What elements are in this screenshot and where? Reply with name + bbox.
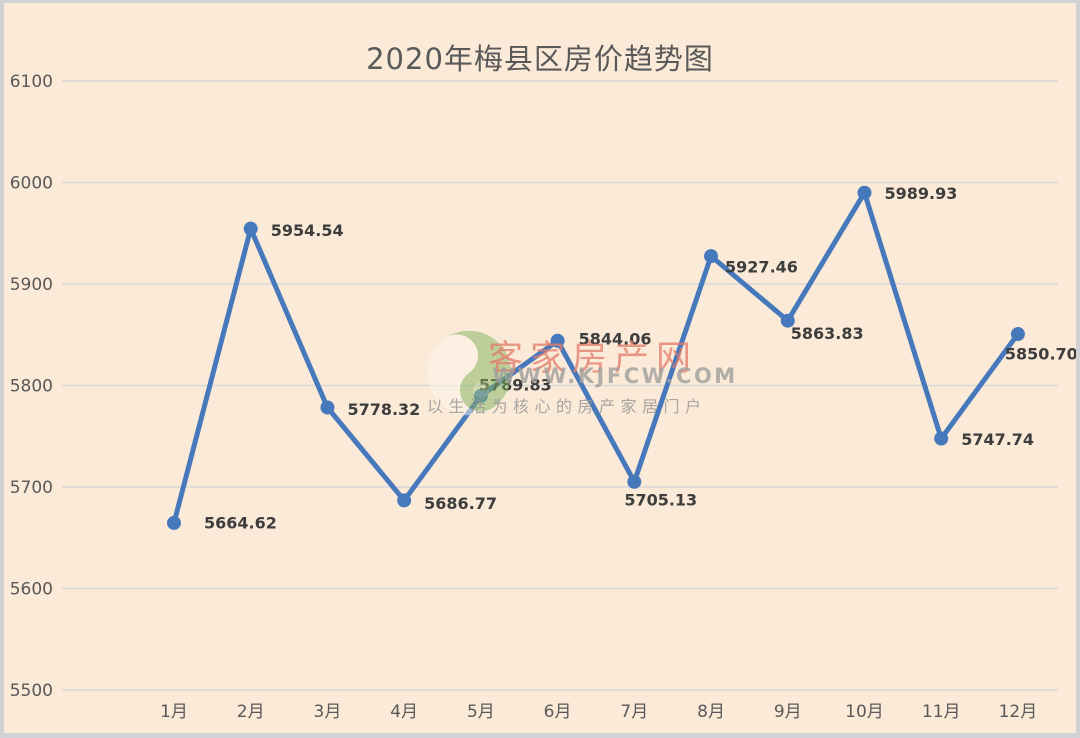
data-point — [934, 431, 949, 446]
x-axis-tick-label: 8月 — [697, 702, 725, 722]
x-axis-tick-label: 9月 — [774, 702, 802, 722]
y-axis-tick-label: 5500 — [10, 681, 53, 701]
x-axis-tick-label: 5月 — [467, 702, 495, 722]
data-point — [857, 185, 872, 200]
data-point — [780, 313, 795, 328]
data-point-label: 5664.62 — [204, 513, 277, 532]
x-axis-tick-label: 12月 — [999, 702, 1038, 722]
x-axis-tick-label: 6月 — [544, 702, 572, 722]
data-point — [550, 333, 565, 348]
data-point-label: 5778.32 — [347, 400, 420, 419]
data-point — [1010, 327, 1025, 342]
x-axis-tick-label: 1月 — [160, 702, 188, 722]
data-point-label: 5686.77 — [424, 494, 497, 513]
data-point-label: 5747.74 — [961, 430, 1034, 449]
chart-frame: 2020年梅县区房价趋势图 5500 5600 5700 5800 5900 6000 61… — [4, 3, 1076, 733]
x-axis-tick-label: 4月 — [390, 702, 418, 722]
data-point — [167, 515, 181, 530]
x-axis-tick-label: 2月 — [237, 702, 265, 722]
chart-area: 2020年梅县区房价趋势图 5500 5600 5700 5800 5900 6000 61… — [4, 3, 1076, 733]
data-point-label: 5927.46 — [725, 258, 798, 277]
data-point-label: 5705.13 — [624, 490, 697, 509]
data-point — [397, 493, 412, 508]
y-axis-tick-label: 6000 — [10, 174, 53, 194]
data-point — [320, 400, 335, 415]
y-axis-tick-label: 5700 — [10, 478, 53, 498]
data-point — [243, 221, 258, 236]
data-point — [704, 249, 719, 264]
chart-title: 2020年梅县区房价趋势图 — [366, 42, 714, 76]
price-trend-line-chart: 5500 5600 5700 5800 5900 6000 6100 1月 2月 3月 4月 5月 6月… — [10, 72, 1076, 722]
x-axis-tick-label: 7月 — [620, 702, 648, 722]
y-axis-tick-label: 5600 — [10, 580, 53, 600]
y-axis-tick-label: 5800 — [10, 377, 53, 397]
trend-line — [171, 190, 1021, 526]
x-axis-tick-label: 3月 — [314, 702, 342, 722]
x-axis-tick-label: 10月 — [845, 702, 884, 722]
data-point-label: 5863.83 — [791, 324, 864, 343]
y-axis-tick-label: 6100 — [10, 72, 53, 92]
data-point-label: 5789.83 — [479, 375, 552, 394]
data-point-label: 5844.06 — [579, 329, 652, 348]
data-point-label: 5850.70 — [1005, 345, 1076, 364]
data-point-label: 5989.93 — [884, 184, 957, 203]
y-axis-tick-label: 5900 — [10, 275, 53, 295]
data-point-label: 5954.54 — [271, 221, 344, 240]
x-axis-tick-label: 11月 — [922, 702, 961, 722]
data-point — [627, 474, 642, 489]
